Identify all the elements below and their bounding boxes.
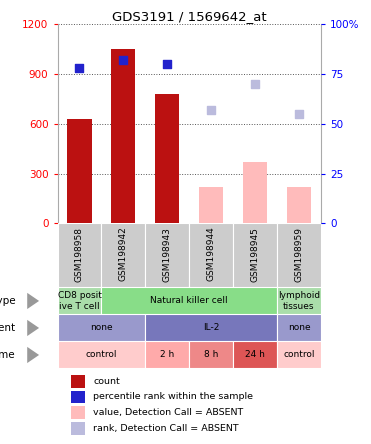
Text: CD8 posit
ive T cell: CD8 posit ive T cell bbox=[58, 291, 101, 311]
Text: IL-2: IL-2 bbox=[203, 324, 219, 333]
Point bbox=[252, 80, 258, 87]
Bar bbox=[145, 341, 189, 369]
Bar bbox=[145, 223, 189, 287]
Bar bbox=[189, 223, 233, 287]
Bar bbox=[277, 223, 321, 287]
Text: 2 h: 2 h bbox=[160, 350, 174, 360]
Point bbox=[164, 61, 170, 68]
Bar bbox=[70, 391, 85, 403]
Bar bbox=[155, 94, 179, 223]
Bar bbox=[277, 341, 321, 369]
Text: control: control bbox=[86, 350, 117, 360]
Point bbox=[296, 111, 302, 118]
Bar bbox=[233, 223, 277, 287]
Bar bbox=[68, 119, 92, 223]
Point bbox=[121, 57, 127, 64]
Polygon shape bbox=[27, 293, 39, 309]
Text: GSM198944: GSM198944 bbox=[207, 226, 216, 281]
Text: GSM198942: GSM198942 bbox=[119, 226, 128, 281]
Text: lymphoid
tissues: lymphoid tissues bbox=[278, 291, 320, 311]
Text: percentile rank within the sample: percentile rank within the sample bbox=[93, 392, 253, 401]
Bar bbox=[277, 287, 321, 314]
Text: GSM198943: GSM198943 bbox=[163, 226, 172, 281]
Bar bbox=[70, 375, 85, 388]
Text: time: time bbox=[0, 350, 15, 360]
Bar bbox=[189, 341, 233, 369]
Bar bbox=[58, 314, 145, 341]
Bar bbox=[243, 162, 267, 223]
Text: Natural killer cell: Natural killer cell bbox=[150, 297, 228, 305]
Text: 24 h: 24 h bbox=[245, 350, 265, 360]
Title: GDS3191 / 1569642_at: GDS3191 / 1569642_at bbox=[112, 10, 266, 23]
Bar bbox=[58, 287, 101, 314]
Bar bbox=[277, 314, 321, 341]
Text: GSM198958: GSM198958 bbox=[75, 226, 84, 281]
Text: rank, Detection Call = ABSENT: rank, Detection Call = ABSENT bbox=[93, 424, 239, 433]
Bar bbox=[58, 341, 145, 369]
Bar bbox=[233, 341, 277, 369]
Text: count: count bbox=[93, 377, 120, 386]
Bar bbox=[111, 49, 135, 223]
Bar bbox=[101, 223, 145, 287]
Text: 8 h: 8 h bbox=[204, 350, 219, 360]
Point bbox=[208, 107, 214, 114]
Text: GSM198959: GSM198959 bbox=[295, 226, 303, 281]
Text: none: none bbox=[90, 324, 113, 333]
Bar bbox=[287, 187, 311, 223]
Bar bbox=[58, 223, 101, 287]
Point bbox=[76, 65, 82, 72]
Text: GSM198945: GSM198945 bbox=[250, 226, 260, 281]
Bar bbox=[145, 314, 277, 341]
Polygon shape bbox=[27, 320, 39, 336]
Bar bbox=[70, 423, 85, 435]
Text: none: none bbox=[288, 324, 310, 333]
Text: control: control bbox=[283, 350, 315, 360]
Bar bbox=[101, 287, 277, 314]
Text: agent: agent bbox=[0, 323, 15, 333]
Bar bbox=[199, 187, 223, 223]
Bar bbox=[70, 406, 85, 419]
Polygon shape bbox=[27, 347, 39, 363]
Text: value, Detection Call = ABSENT: value, Detection Call = ABSENT bbox=[93, 408, 243, 417]
Text: cell type: cell type bbox=[0, 296, 15, 306]
